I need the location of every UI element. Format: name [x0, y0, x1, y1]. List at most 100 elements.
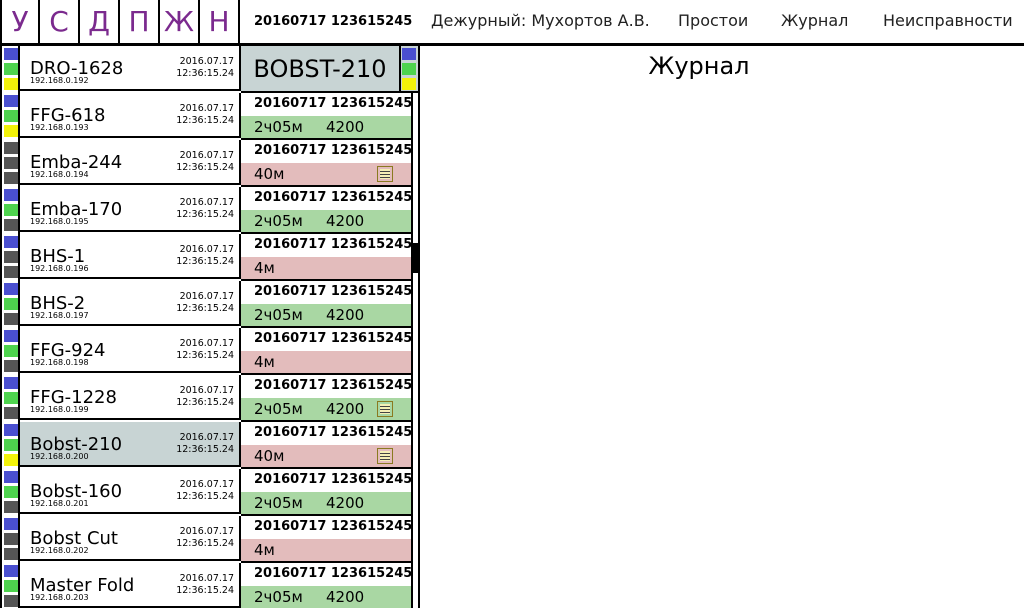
machine-timestamp: 2016.07.17 12:36:15.24 — [176, 244, 234, 268]
machine-record[interactable]: 20160717 123615245 40м — [241, 422, 413, 469]
status-light — [4, 548, 18, 560]
machine-row[interactable]: FFG-618 192.168.0.193 2016.07.17 12:36:15.2… — [20, 93, 241, 138]
record-summary: 40м — [241, 445, 411, 467]
machine-name: FFG-1228 — [30, 387, 117, 408]
machine-name: FFG-924 — [30, 340, 106, 361]
nav-letter-p[interactable]: П — [120, 0, 160, 43]
record-datetime: 20160717 123615245 — [254, 566, 413, 581]
note-icon[interactable] — [377, 401, 393, 417]
record-summary: 4м — [241, 539, 411, 561]
record-datetime: 20160717 123615245 — [254, 143, 413, 158]
record-duration: 4м — [254, 353, 275, 371]
list-scrollbar-thumb[interactable] — [413, 243, 418, 273]
machine-record[interactable]: 20160717 123615245 4м — [241, 328, 413, 375]
machine-timestamp: 2016.07.17 12:36:15.24 — [176, 56, 234, 80]
record-value: 4200 — [326, 400, 365, 418]
record-summary: 4м — [241, 257, 411, 279]
record-duration: 2ч05м — [254, 494, 303, 512]
machine-date: 2016.07.17 — [179, 526, 234, 537]
machine-record[interactable]: 20160717 123615245 4м — [241, 234, 413, 281]
nav-letter-d[interactable]: Д — [80, 0, 120, 43]
duty-officer[interactable]: Дежурный: Мухортов А.В. — [431, 11, 650, 30]
machine-time: 12:36:15.24 — [176, 68, 234, 79]
machine-date: 2016.07.17 — [179, 244, 234, 255]
machine-row[interactable]: Emba-170 192.168.0.195 2016.07.17 12:36:15.… — [20, 187, 241, 232]
machine-date: 2016.07.17 — [179, 291, 234, 302]
machine-record[interactable]: 20160717 123615245 2ч05м 4200 — [241, 469, 413, 516]
status-light — [4, 298, 18, 310]
machine-row[interactable]: Master Fold 192.168.0.203 2016.07.17 12:36:… — [20, 563, 241, 608]
machine-row[interactable]: BHS-2 192.168.0.197 2016.07.17 12:36:15.24 — [20, 281, 241, 326]
machine-record[interactable]: 20160717 123615245 2ч05м 4200 — [241, 187, 413, 234]
machine-status-indicators — [0, 328, 20, 375]
nav-letter-u[interactable]: У — [0, 0, 40, 43]
selected-machine-status — [399, 46, 420, 91]
record-datetime: 20160717 123615245 — [254, 472, 413, 487]
machine-timestamp: 2016.07.17 12:36:15.24 — [176, 291, 234, 315]
selected-machine-header: BOBST-210 — [241, 46, 420, 93]
machine-name: BHS-1 — [30, 246, 86, 267]
record-summary: 2ч05м 4200 — [241, 586, 411, 608]
journal-link[interactable]: Журнал — [781, 11, 849, 30]
record-value: 4200 — [326, 494, 365, 512]
machine-row[interactable]: Emba-244 192.168.0.194 2016.07.17 12:36:15.… — [20, 140, 241, 185]
machine-record[interactable]: 20160717 123615245 2ч05м 4200 — [241, 375, 413, 422]
record-summary: 2ч05м 4200 — [241, 492, 411, 514]
machine-time: 12:36:15.24 — [176, 350, 234, 361]
machine-status-indicators — [0, 375, 20, 422]
status-light — [4, 330, 18, 342]
status-light — [4, 533, 18, 545]
record-datetime: 20160717 123615245 — [254, 284, 413, 299]
machine-ip: 192.168.0.198 — [30, 358, 89, 367]
machine-row[interactable]: DRO-1628 192.168.0.192 2016.07.17 12:36:15.… — [20, 46, 241, 91]
machine-status-indicators — [0, 281, 20, 328]
status-light — [4, 219, 18, 231]
status-light — [4, 424, 18, 436]
machine-status-indicators — [0, 469, 20, 516]
note-icon[interactable] — [377, 448, 393, 464]
machine-ip: 192.168.0.201 — [30, 499, 89, 508]
machine-row[interactable]: Bobst-160 192.168.0.201 2016.07.17 12:36:15… — [20, 469, 241, 514]
list-scrollbar[interactable] — [413, 93, 420, 608]
machine-ip: 192.168.0.193 — [30, 123, 89, 132]
machine-record[interactable]: 20160717 123615245 40м — [241, 140, 413, 187]
machine-row[interactable]: FFG-1228 192.168.0.199 2016.07.17 12:36:15.… — [20, 375, 241, 420]
machine-name: DRO-1628 — [30, 58, 124, 79]
nav-letter-s[interactable]: С — [40, 0, 80, 43]
note-icon[interactable] — [377, 166, 393, 182]
machine-timestamp: 2016.07.17 12:36:15.24 — [176, 103, 234, 127]
machine-ip: 192.168.0.199 — [30, 405, 89, 414]
machine-timestamp: 2016.07.17 12:36:15.24 — [176, 338, 234, 362]
machine-time: 12:36:15.24 — [176, 585, 234, 596]
machine-row[interactable]: Bobst Cut 192.168.0.202 2016.07.17 12:36:15… — [20, 516, 241, 561]
machine-row[interactable]: FFG-924 192.168.0.198 2016.07.17 12:36:15.2… — [20, 328, 241, 373]
status-light — [4, 78, 18, 90]
machine-date: 2016.07.17 — [179, 432, 234, 443]
status-light — [4, 486, 18, 498]
record-value: 4200 — [326, 212, 365, 230]
machine-record[interactable]: 20160717 123615245 2ч05м 4200 — [241, 281, 413, 328]
status-light — [4, 471, 18, 483]
machine-ip: 192.168.0.200 — [30, 452, 89, 461]
nav-letter-zh[interactable]: Ж — [160, 0, 200, 43]
machine-row[interactable]: BHS-1 192.168.0.196 2016.07.17 12:36:15.24 — [20, 234, 241, 279]
selected-machine-title: BOBST-210 — [253, 55, 387, 83]
faults-link[interactable]: Неисправности — [883, 11, 1013, 30]
machine-record[interactable]: 20160717 123615245 2ч05м 4200 — [241, 93, 413, 140]
machine-status-indicators — [0, 422, 20, 469]
machine-status-indicators — [0, 93, 20, 140]
status-light — [4, 142, 18, 154]
machine-row[interactable]: Bobst-210 192.168.0.200 2016.07.17 12:36:15… — [20, 422, 241, 467]
machine-date: 2016.07.17 — [179, 197, 234, 208]
record-value: 4200 — [326, 118, 365, 136]
nav-letter-n[interactable]: Н — [200, 0, 240, 43]
machine-time: 12:36:15.24 — [176, 115, 234, 126]
journal-title: Журнал — [648, 52, 750, 80]
downtime-link[interactable]: Простои — [678, 11, 749, 30]
machine-record[interactable]: 20160717 123615245 4м — [241, 516, 413, 563]
machine-record[interactable]: 20160717 123615245 2ч05м 4200 — [241, 563, 413, 608]
record-datetime: 20160717 123615245 — [254, 425, 413, 440]
status-light — [402, 78, 416, 90]
status-light — [4, 48, 18, 60]
machine-name: Bobst-210 — [30, 434, 123, 455]
